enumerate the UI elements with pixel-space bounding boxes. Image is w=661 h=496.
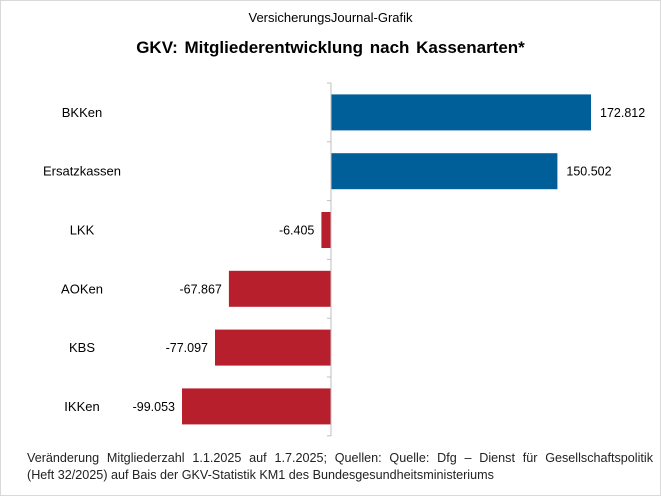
footnote: Veränderung Mitgliederzahl 1.1.2025 auf … [27,450,653,484]
value-label-bkken: 172.812 [600,106,645,120]
footnote-line-2: (Heft 32/2025) auf Bais der GKV-Statisti… [27,468,494,482]
category-label-kbs: KBS [69,340,95,355]
bar-bkken [331,94,591,131]
source-label: VersicherungsJournal-Grafik [248,10,413,25]
footnote-line-1: Veränderung Mitgliederzahl 1.1.2025 auf … [27,451,653,465]
category-label-bkken: BKKen [62,105,102,120]
category-label-lkk: LKK [70,223,95,238]
category-label-ikken: IKKen [64,399,99,414]
value-label-aoken: -67.867 [179,282,221,296]
bar-lkk [321,212,331,248]
value-label-ersatzkassen: 150.502 [566,165,611,179]
bar-kbs [215,329,331,366]
value-label-lkk: -6.405 [279,224,314,238]
category-label-aoken: AOKen [61,281,103,296]
value-label-kbs: -77.097 [166,341,208,355]
bar-aoken [228,270,331,307]
chart-title: GKV: Mitgliederentwicklung nach Kassenar… [136,38,525,57]
category-label-ersatzkassen: Ersatzkassen [43,164,121,179]
value-label-ikken: -99.053 [133,400,175,414]
bar-ikken [182,388,331,425]
bar-ersatzkassen [331,153,558,190]
